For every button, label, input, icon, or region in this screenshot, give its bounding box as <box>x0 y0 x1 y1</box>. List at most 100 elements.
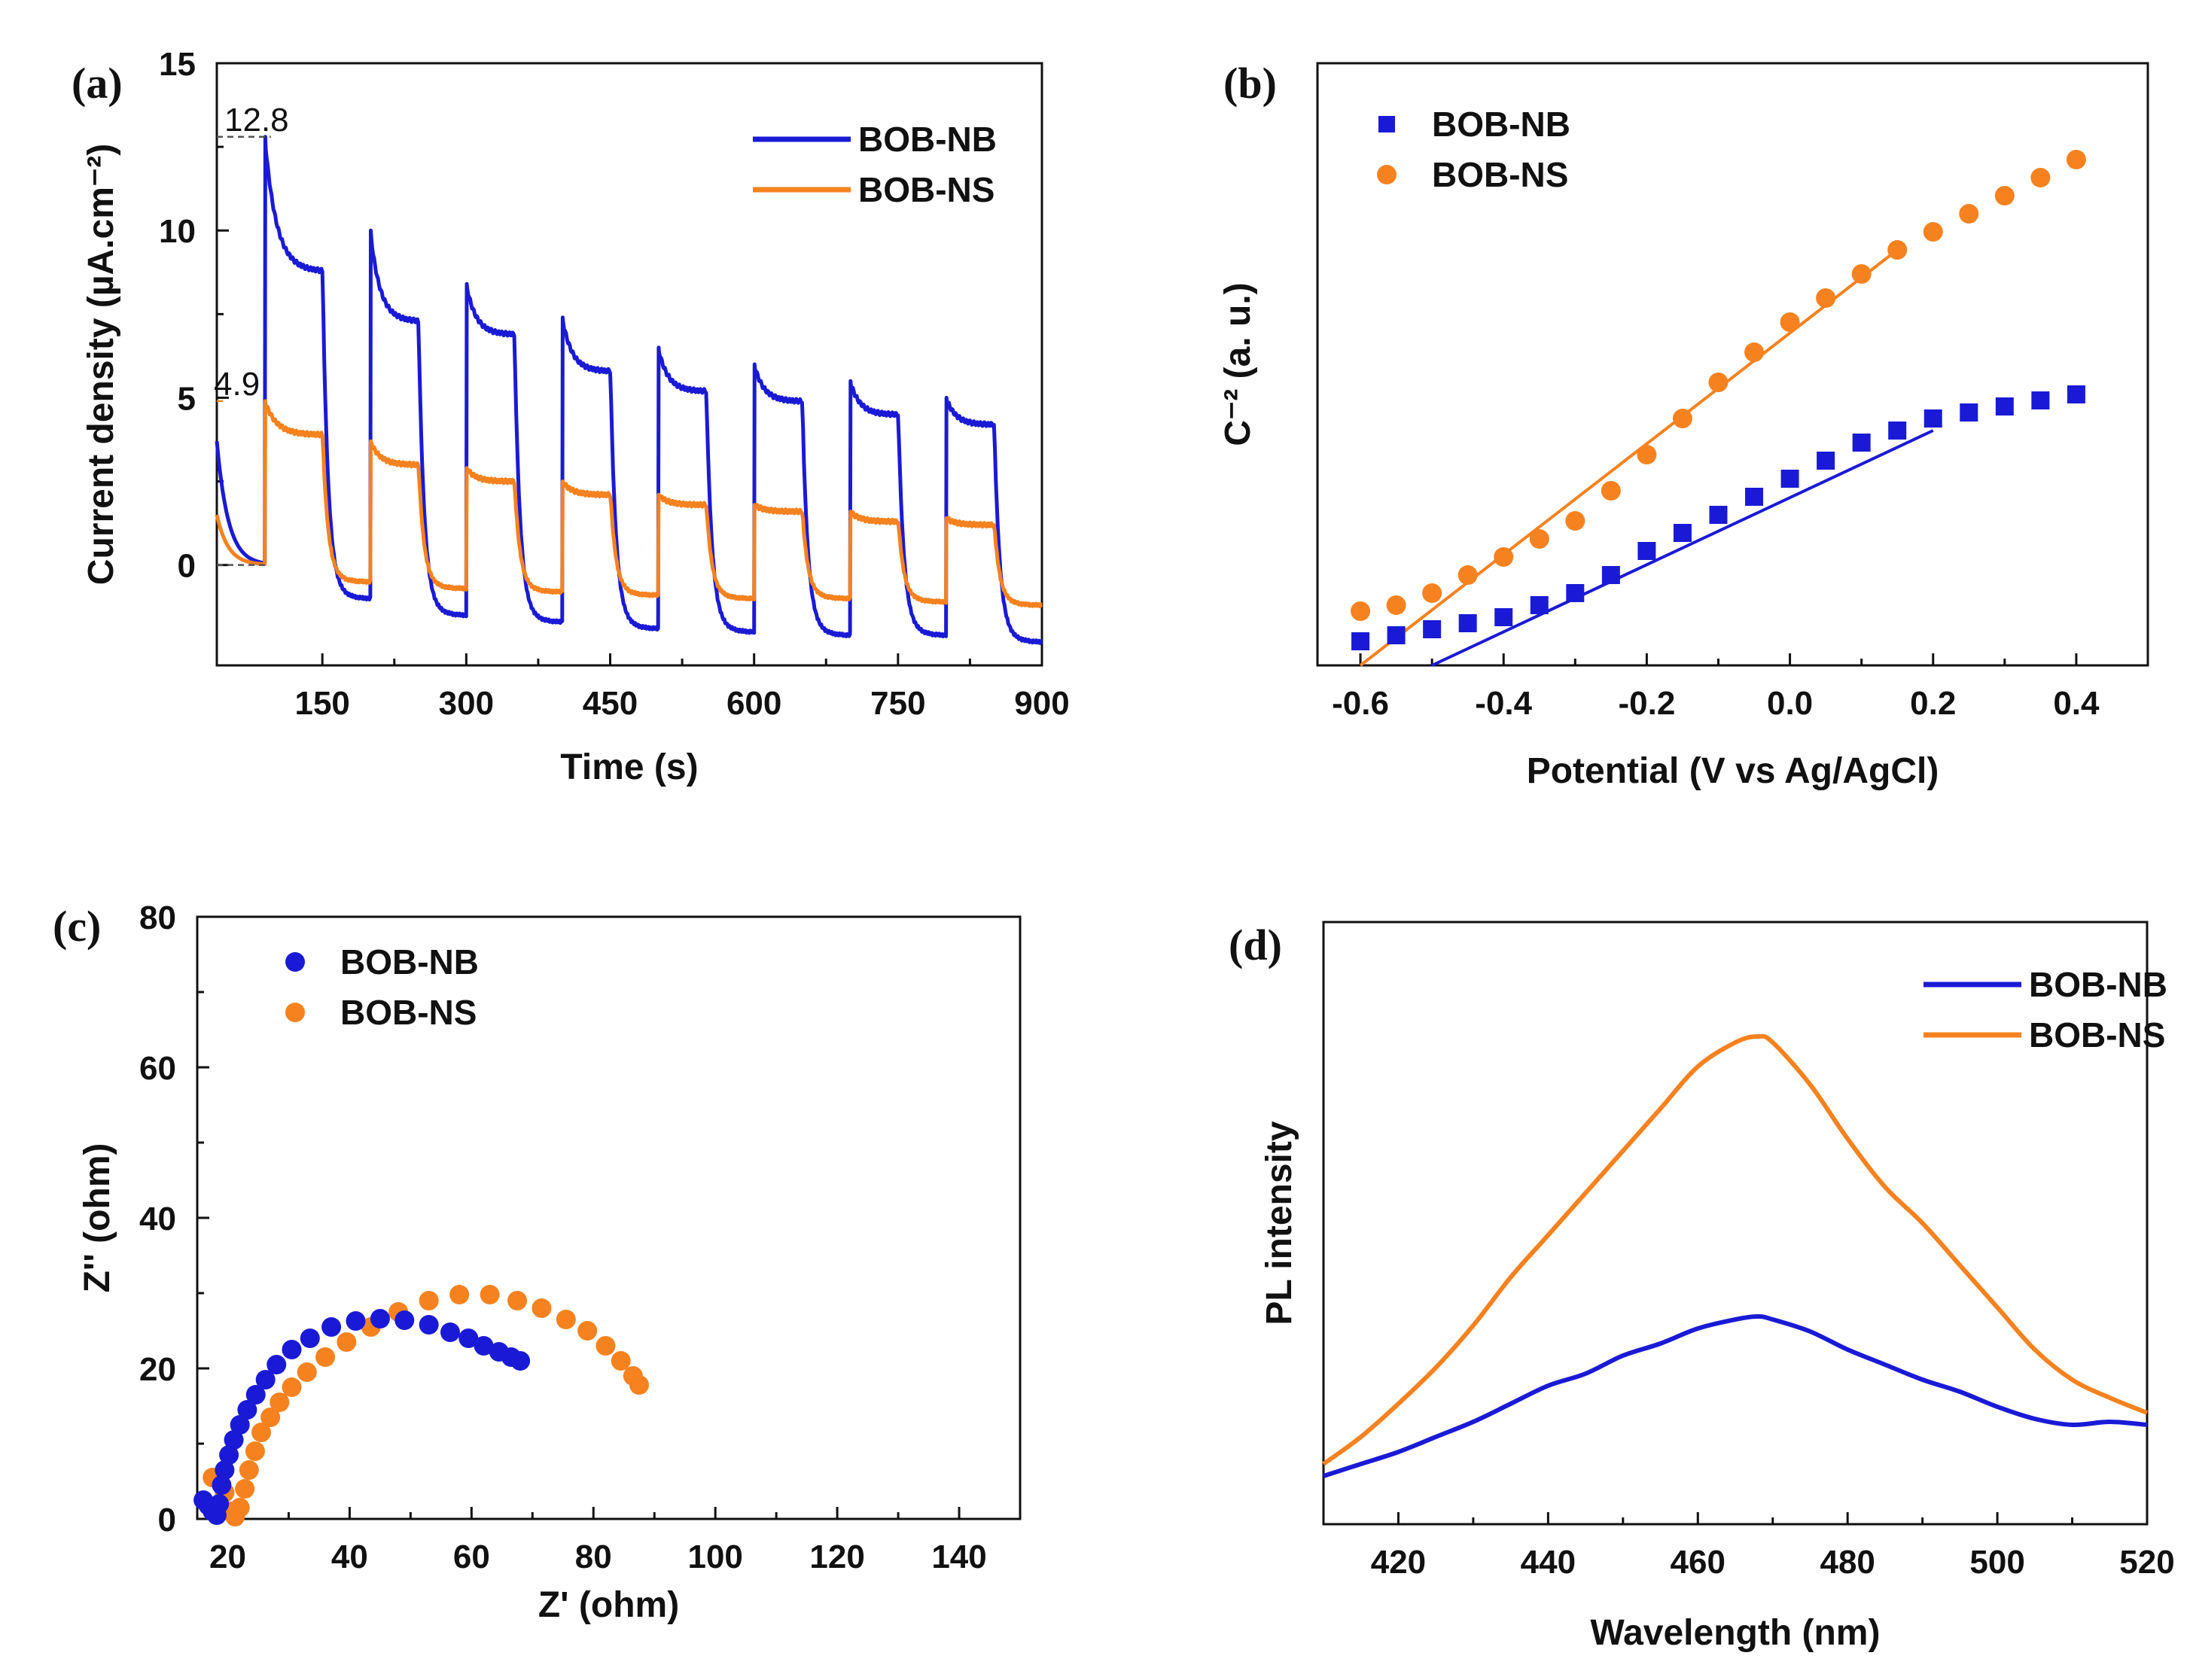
data-point-bob-nb <box>1637 542 1656 560</box>
data-point-bob-ns <box>1565 511 1585 531</box>
x-tick-label: -0.2 <box>1618 685 1675 722</box>
data-point-bob-ns <box>337 1332 357 1352</box>
panel-c: (c) 20 40 60 80 100 120 140 0 20 40 60 80 Z' (ohm) Z''… <box>53 899 1022 1625</box>
legend-label-bob-nb: BOB-NB <box>340 942 479 982</box>
panel-a: (a) 150 300 450 600 750 900 0 5 10 15 Time (s) Curre… <box>72 46 1070 787</box>
series-line-bob-ns <box>215 399 1043 609</box>
x-tick-label: 750 <box>870 685 925 722</box>
data-point-bob-nb <box>245 1385 266 1405</box>
data-point-bob-nb <box>237 1400 257 1420</box>
legend-label-bob-ns: BOB-NS <box>2029 1015 2165 1055</box>
data-point-bob-ns <box>611 1351 631 1371</box>
plot-frame <box>1322 921 2149 1526</box>
x-tick-label: 0.0 <box>1767 685 1813 722</box>
data-point-bob-nb <box>255 1370 276 1389</box>
x-tick-label: 120 <box>809 1538 864 1575</box>
data-point-bob-ns <box>1386 595 1406 615</box>
annotation-label: 4.9 <box>214 366 260 403</box>
data-point-bob-nb <box>510 1351 531 1371</box>
data-point-bob-ns <box>1816 288 1836 308</box>
data-point-bob-ns <box>595 1336 616 1356</box>
legend-label-bob-ns: BOB-NS <box>340 993 477 1032</box>
data-point-bob-nb <box>1852 434 1871 452</box>
x-tick-label: 140 <box>931 1538 986 1575</box>
data-point-bob-nb <box>1817 452 1835 470</box>
data-point-bob-ns <box>577 1321 598 1341</box>
data-point-bob-ns <box>1887 240 1908 260</box>
y-tick-label: 60 <box>139 1050 176 1087</box>
data-point-bob-ns <box>1601 481 1621 501</box>
data-point-bob-nb <box>321 1317 342 1337</box>
fit-line-bob-ns <box>1359 248 1899 667</box>
x-tick-label: 40 <box>331 1538 368 1575</box>
data-point-bob-nb <box>1423 620 1442 638</box>
legend-label-bob-ns: BOB-NS <box>1432 155 1568 194</box>
data-point-bob-ns <box>1780 312 1800 332</box>
data-point-bob-nb <box>1530 596 1549 614</box>
data-point-bob-nb <box>1673 524 1692 542</box>
annotation-label: 12.8 <box>224 102 289 138</box>
x-tick-label: 100 <box>687 1538 742 1575</box>
data-point-bob-nb <box>1780 470 1799 488</box>
data-point-bob-nb <box>1566 584 1585 602</box>
x-tick-label: 460 <box>1671 1544 1726 1581</box>
y-tick-label: 0 <box>158 1502 176 1538</box>
data-point-bob-nb <box>219 1445 239 1465</box>
fit-line-bob-nb <box>1431 429 1934 667</box>
data-point-bob-ns <box>556 1310 576 1329</box>
legend-label-bob-nb: BOB-NB <box>1432 105 1570 144</box>
x-axis-label: Potential (V vs Ag/AgCl) <box>1527 751 1939 791</box>
series-line-bob-nb <box>1323 1314 2148 1478</box>
data-point-bob-ns <box>239 1460 259 1480</box>
y-tick-label: 0 <box>178 548 196 585</box>
panel-label: (d) <box>1229 921 1282 969</box>
y-tick-label: 40 <box>139 1201 176 1237</box>
y-tick-label: 15 <box>159 46 196 83</box>
data-point-bob-ns <box>1959 204 1979 224</box>
data-point-bob-nb <box>230 1415 250 1435</box>
data-point-bob-ns <box>297 1362 317 1382</box>
data-point-bob-ns <box>1923 222 1943 242</box>
x-tick-label: 300 <box>439 685 494 722</box>
data-point-bob-nb <box>1888 422 1907 440</box>
plot-frame <box>215 62 1043 667</box>
data-point-bob-ns <box>480 1285 500 1304</box>
data-point-bob-ns <box>251 1423 272 1442</box>
data-point-bob-ns <box>507 1291 528 1310</box>
data-point-bob-nb <box>474 1336 494 1356</box>
data-point-bob-nb <box>1601 566 1620 584</box>
data-point-bob-ns <box>282 1377 302 1397</box>
data-point-bob-nb <box>1387 626 1406 644</box>
data-point-bob-nb <box>282 1340 302 1359</box>
data-point-bob-ns <box>235 1479 255 1499</box>
x-tick-label: 80 <box>575 1538 612 1575</box>
data-point-bob-ns <box>419 1291 439 1310</box>
y-axis-label: Z'' (ohm) <box>78 1143 117 1293</box>
data-point-bob-ns <box>2030 168 2051 187</box>
x-tick-label: 150 <box>294 685 349 722</box>
data-point-bob-ns <box>1637 445 1657 464</box>
x-tick-label: 450 <box>583 685 638 722</box>
data-point-bob-nb <box>370 1309 390 1328</box>
data-point-bob-nb <box>215 1460 235 1480</box>
data-point-bob-nb <box>1351 632 1370 650</box>
data-point-bob-nb <box>300 1328 320 1348</box>
legend-label-bob-nb: BOB-NB <box>858 120 997 159</box>
data-point-bob-ns <box>449 1285 470 1304</box>
legend-marker-bob-ns <box>285 1003 305 1022</box>
data-point-bob-ns <box>1422 583 1442 603</box>
data-point-bob-nb <box>346 1311 366 1331</box>
data-point-bob-ns <box>1744 342 1765 362</box>
x-axis-label: Time (s) <box>560 747 698 787</box>
data-point-bob-ns <box>1494 547 1514 567</box>
data-point-bob-ns <box>315 1347 336 1367</box>
x-tick-label: 900 <box>1014 685 1069 722</box>
x-tick-label: 60 <box>453 1538 490 1575</box>
x-tick-label: -0.4 <box>1475 685 1532 722</box>
data-point-bob-ns <box>1708 373 1729 392</box>
legend-label-bob-nb: BOB-NB <box>2029 965 2167 1004</box>
data-point-bob-nb <box>267 1355 287 1374</box>
data-point-bob-nb <box>224 1430 244 1450</box>
data-point-bob-ns <box>245 1441 265 1461</box>
